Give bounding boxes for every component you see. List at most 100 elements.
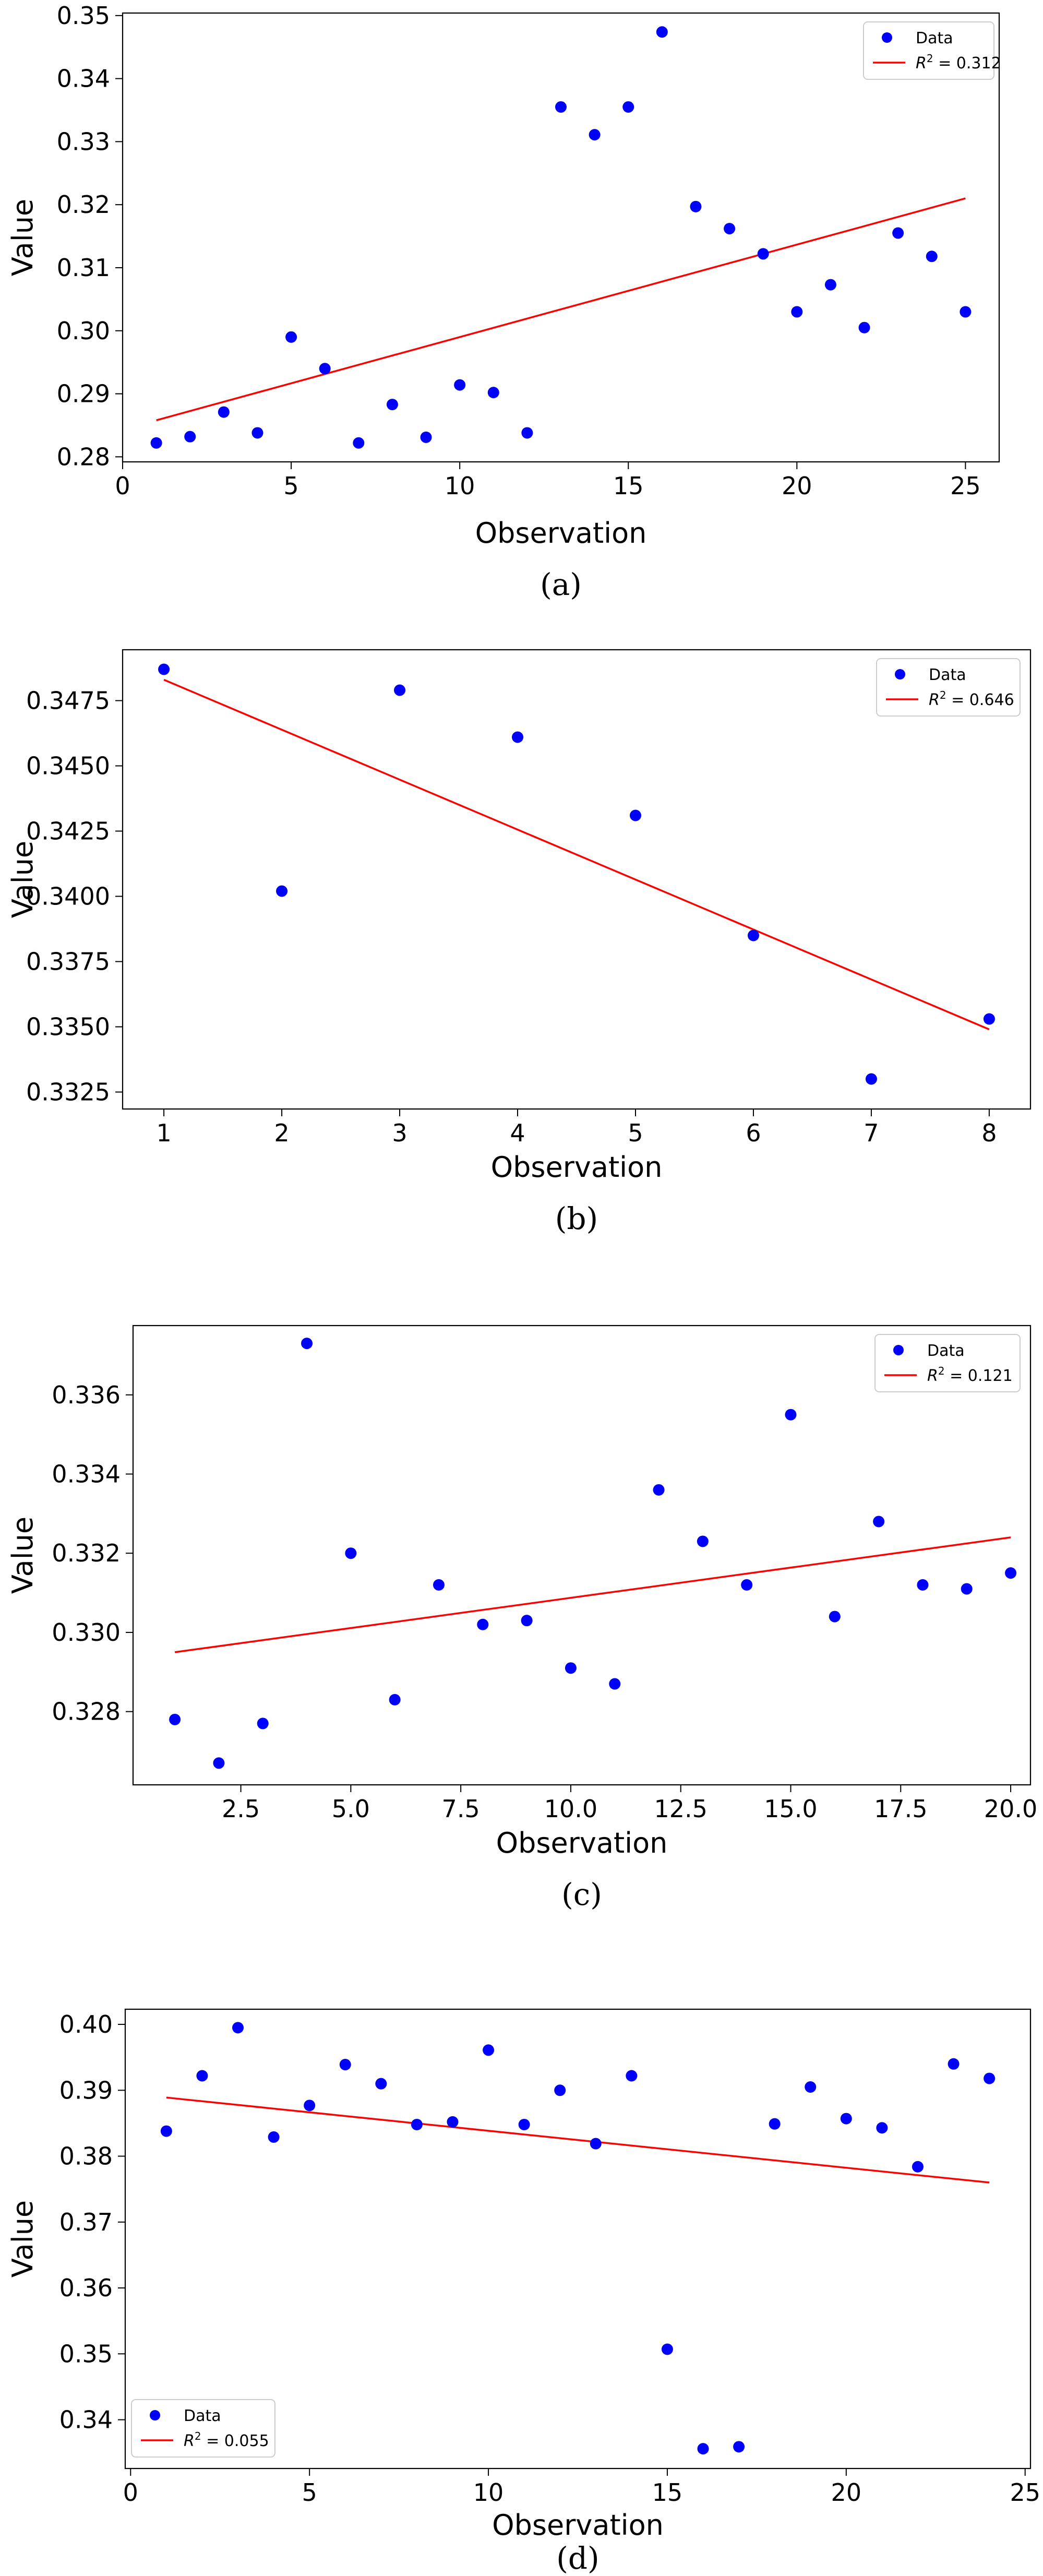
data-point (521, 1615, 533, 1627)
data-point (858, 321, 870, 333)
legend-label-trend: R2 = 0.121 (927, 1365, 1013, 1385)
data-point (626, 2070, 638, 2082)
y-tick-label: 0.35 (57, 2, 110, 30)
legend-box (863, 21, 994, 80)
data-point (697, 1535, 709, 1547)
data-point (232, 2022, 244, 2034)
data-point (184, 431, 196, 443)
y-tick-label: 0.330 (52, 1618, 121, 1647)
data-point (420, 431, 432, 443)
data-point (158, 663, 170, 675)
data-point (892, 227, 904, 239)
x-tick-label: 10 (473, 2478, 504, 2507)
data-point (213, 1757, 225, 1769)
legend-r-symbol: R (927, 1367, 938, 1385)
trend-line (174, 1536, 1011, 1653)
legend-r-superscript: 2 (927, 52, 933, 65)
data-point (483, 2044, 495, 2056)
y-tick-label: 0.3425 (26, 817, 110, 845)
data-point (375, 2078, 387, 2090)
data-point (629, 809, 641, 821)
x-tick-label: 4 (510, 1119, 525, 1147)
y-tick-label: 0.332 (52, 1539, 121, 1567)
y-axis-label: Value (6, 841, 39, 918)
x-tick-label: 1 (156, 1119, 171, 1147)
legend: Data R2 = 0.121 (874, 1334, 1021, 1392)
figure-caption: (a) (540, 567, 582, 602)
data-point (345, 1547, 357, 1559)
legend-r-value: = 0.055 (201, 2432, 269, 2450)
y-tick-label: 0.3325 (26, 1078, 110, 1106)
x-tick-label: 15 (613, 472, 644, 500)
y-tick-label: 0.29 (57, 380, 110, 408)
legend-marker-data (895, 669, 905, 679)
y-axis-label: Value (6, 1517, 39, 1594)
trend-line (163, 678, 990, 1031)
data-point (276, 885, 288, 897)
data-point (521, 427, 533, 439)
y-axis-label: Value (6, 199, 39, 276)
y-tick-label: 0.30 (57, 317, 110, 345)
x-axis-label: Observation (475, 517, 647, 550)
y-tick-label: 0.3400 (26, 882, 110, 911)
data-point (169, 1713, 181, 1725)
data-point (218, 406, 230, 418)
x-tick-label: 8 (981, 1119, 997, 1147)
data-point (697, 2443, 709, 2455)
x-tick-label: 17.5 (874, 1795, 927, 1823)
x-tick-label: 2 (274, 1119, 289, 1147)
data-point (196, 2070, 208, 2082)
data-point (876, 2122, 888, 2134)
data-point (733, 2441, 745, 2453)
x-tick-label: 25 (950, 472, 981, 500)
data-point (554, 2084, 566, 2096)
data-point (454, 379, 466, 391)
y-tick-label: 0.37 (59, 2208, 113, 2236)
chart-panel-d: 0 5 10 15 20 25 0.34 0.35 0.36 0.37 0.38 0.39 0.40 Ob… (6, 2008, 1040, 2576)
data-point (926, 251, 938, 263)
data-point (984, 2072, 996, 2084)
y-tick-label: 0.39 (59, 2076, 113, 2104)
data-point (840, 2113, 852, 2125)
legend-box (874, 1334, 1021, 1392)
plot-area (132, 1325, 1032, 1786)
legend-r-symbol: R (184, 2432, 195, 2450)
y-tick-label: 0.3375 (26, 948, 110, 976)
legend-r-value: = 0.121 (945, 1367, 1013, 1385)
legend-box (131, 2399, 275, 2458)
x-tick-label: 10.0 (544, 1795, 597, 1823)
data-point (622, 101, 634, 113)
legend-r-superscript: 2 (938, 1365, 945, 1377)
trend-line (166, 2096, 990, 2184)
data-point (873, 1516, 885, 1528)
x-tick-label: 25 (1010, 2478, 1040, 2507)
data-point (824, 279, 836, 291)
data-point (433, 1579, 445, 1591)
legend-label-trend: R2 = 0.646 (929, 689, 1014, 709)
x-tick-label: 6 (746, 1119, 761, 1147)
data-point (339, 2059, 351, 2071)
data-point (477, 1618, 489, 1630)
x-tick-label: 15 (652, 2478, 683, 2507)
data-point (251, 427, 263, 439)
figure-caption: (b) (555, 1201, 598, 1236)
x-tick-label: 0 (115, 472, 130, 500)
y-tick-label: 0.36 (59, 2274, 113, 2302)
x-tick-label: 7 (864, 1119, 879, 1147)
data-point (961, 1583, 973, 1595)
data-point (609, 1678, 621, 1690)
plot-area (124, 2008, 1032, 2470)
chart-panel-a: 0 5 10 15 20 25 0.28 0.29 0.30 0.31 0.32 0.33 0.34 0.… (6, 2, 1001, 602)
data-point (257, 1718, 269, 1730)
legend: Data R2 = 0.312 (863, 21, 1001, 80)
x-tick-label: 10 (445, 472, 475, 500)
legend: Data R2 = 0.055 (131, 2399, 275, 2458)
plot-area (122, 12, 1000, 463)
legend-label-trend: R2 = 0.055 (184, 2430, 269, 2450)
data-point (394, 684, 406, 696)
legend-r-superscript: 2 (195, 2430, 201, 2442)
legend-r-symbol: R (916, 54, 927, 73)
chart-panel-b: 1 2 3 4 5 6 7 8 0.3325 0.3350 0.3375 0.3400 0.3425 0.… (6, 649, 1032, 1236)
x-tick-label: 0 (123, 2478, 138, 2507)
